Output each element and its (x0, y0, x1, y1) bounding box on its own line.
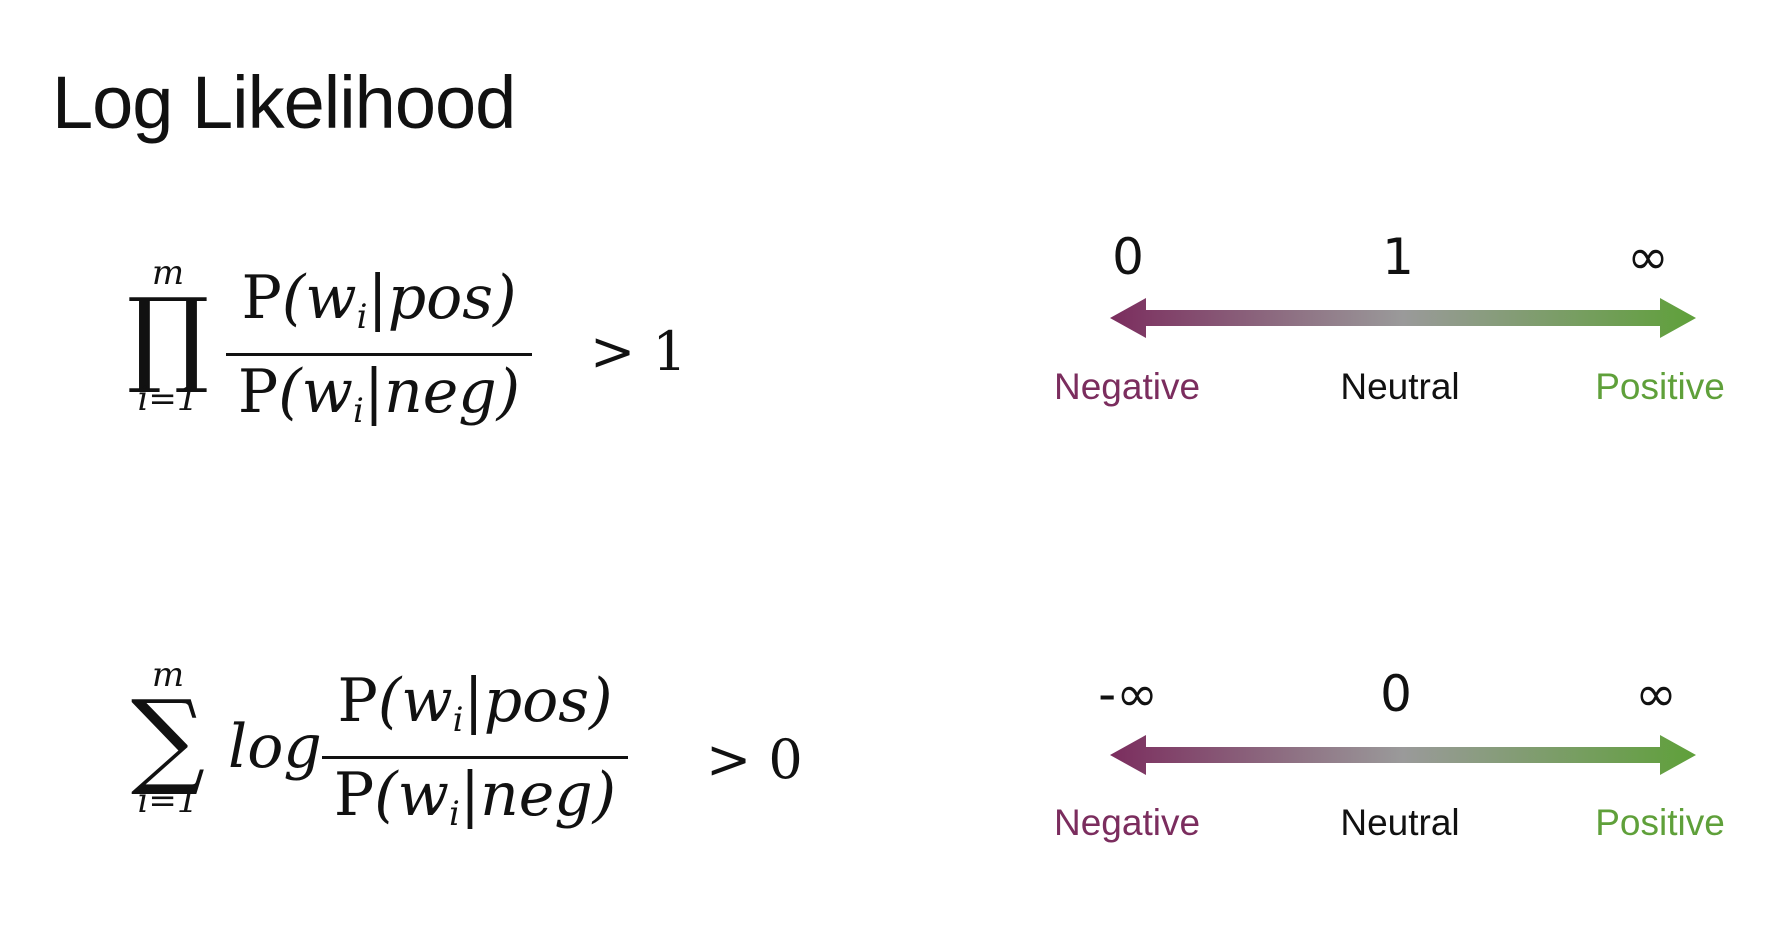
double-arrow (1110, 298, 1696, 338)
neutral-label: Neutral (1340, 802, 1460, 843)
lower-limit: i=1 (137, 781, 199, 821)
tick-left: 0 (1112, 228, 1144, 286)
negative-label: Negative (1053, 366, 1201, 407)
tick-left: -∞ (1098, 665, 1158, 723)
likelihood-ratio-fraction: P(wi|pos) P(wi|neg) (322, 667, 628, 848)
sum-symbol: ∑ (130, 677, 206, 799)
neutral-label: Neutral (1340, 366, 1460, 407)
likelihood-ratio-fraction: P(wi|pos) P(wi|neg) (226, 264, 532, 445)
fraction-numerator: P(wi|pos) (337, 666, 613, 740)
fraction-bar (322, 756, 628, 759)
upper-limit: m (151, 253, 185, 293)
sum-operator: m ∑ i=1 (118, 658, 218, 818)
product-symbol: ∏ (126, 275, 210, 397)
product-operator: m ∏ i=1 (118, 256, 218, 416)
ratio-scale: 0 1 ∞ Negative Neutral Positive (1040, 228, 1760, 428)
tick-middle: 1 (1382, 228, 1414, 286)
log-prefix: log (228, 712, 322, 782)
tick-middle: 0 (1380, 665, 1412, 723)
page-title: Log Likelihood (52, 61, 516, 144)
comparison: > 1 (590, 320, 687, 383)
negative-label: Negative (1053, 802, 1201, 843)
positive-label: Positive (1595, 802, 1725, 843)
fraction-numerator: P(wi|pos) (241, 263, 517, 337)
lower-limit: i=1 (137, 379, 199, 419)
comparison: > 0 (706, 728, 803, 791)
tick-right: ∞ (1635, 665, 1677, 723)
upper-limit: m (151, 655, 185, 695)
double-arrow (1110, 735, 1696, 775)
fraction-denominator: P(wi|neg) (237, 357, 521, 431)
fraction-bar (226, 353, 532, 356)
log-scale: -∞ 0 ∞ Negative Neutral Positive (1040, 665, 1760, 865)
tick-right: ∞ (1627, 228, 1669, 286)
fraction-denominator: P(wi|neg) (333, 760, 617, 834)
positive-label: Positive (1595, 366, 1725, 407)
